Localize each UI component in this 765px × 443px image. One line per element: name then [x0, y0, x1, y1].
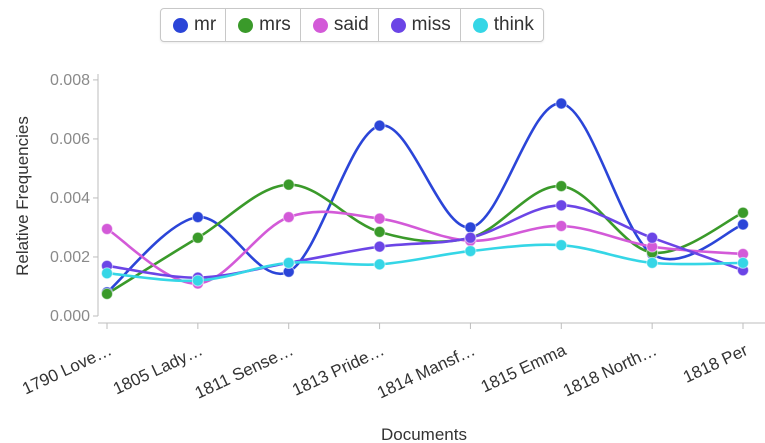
legend-swatch-miss	[390, 17, 406, 33]
data-point-mr[interactable]	[555, 97, 568, 110]
data-point-mr[interactable]	[737, 218, 749, 231]
legend-label-think: think	[493, 14, 534, 35]
data-point-mr[interactable]	[373, 119, 386, 132]
data-point-mr[interactable]	[191, 211, 204, 224]
y-tick-label: 0.004	[50, 190, 90, 207]
data-point-mr[interactable]	[464, 221, 477, 234]
x-tick-label: 1815 Emma	[478, 340, 570, 396]
y-tick-label: 0.002	[50, 249, 90, 266]
legend-item-mr[interactable]: mr	[161, 9, 227, 41]
data-point-think[interactable]	[282, 256, 295, 269]
data-point-mrs[interactable]	[282, 178, 295, 191]
legend-label-said: said	[333, 14, 369, 35]
data-point-miss[interactable]	[464, 231, 477, 244]
x-tick-label: 1805 Lady…	[110, 340, 205, 398]
legend-swatch-said	[312, 17, 328, 33]
legend-swatch-mrs	[238, 17, 254, 33]
x-axis: 1790 Love…1805 Lady…1811 Sense…1813 Prid…	[19, 322, 765, 403]
y-tick-label: 0.006	[50, 131, 90, 148]
data-point-mrs[interactable]	[373, 225, 386, 238]
y-tick-label: 0.008	[50, 72, 90, 89]
legend: mr mrs said miss think	[160, 8, 544, 42]
legend-label-miss: miss	[411, 14, 451, 35]
legend-label-mr: mr	[194, 14, 217, 35]
data-point-said[interactable]	[555, 219, 568, 232]
data-point-mrs[interactable]	[737, 206, 749, 219]
legend-item-said[interactable]: said	[301, 9, 379, 41]
legend-item-mrs[interactable]: mrs	[226, 9, 301, 41]
x-tick-label: 1814 Mansf…	[374, 340, 478, 402]
series-line-mrs	[106, 183, 744, 295]
data-point-think[interactable]	[373, 258, 386, 271]
x-tick-label: 1811 Sense…	[192, 340, 297, 402]
data-point-mrs[interactable]	[101, 287, 113, 300]
data-point-think[interactable]	[737, 256, 749, 269]
data-point-think[interactable]	[646, 256, 659, 269]
data-point-said[interactable]	[101, 222, 113, 235]
x-tick-label: 1818 North…	[560, 340, 660, 400]
y-axis: 0.000 0.002 0.004 0.006 0.008	[50, 72, 99, 325]
data-point-miss[interactable]	[555, 199, 568, 212]
y-axis-title: Relative Frequencies	[13, 116, 32, 276]
legend-swatch-think	[472, 17, 488, 33]
data-point-think[interactable]	[555, 239, 568, 252]
x-tick-label: 1813 Pride…	[289, 340, 387, 399]
data-point-said[interactable]	[282, 211, 295, 224]
data-point-think[interactable]	[101, 267, 113, 280]
legend-swatch-mr	[173, 17, 188, 33]
data-point-said[interactable]	[373, 212, 386, 225]
data-point-think[interactable]	[191, 274, 204, 287]
x-tick-label: 1818 Per	[680, 340, 751, 387]
x-tick-label: 1790 Love…	[19, 340, 114, 398]
legend-item-think[interactable]: think	[461, 9, 543, 41]
data-point-miss[interactable]	[373, 240, 386, 253]
series-line-miss	[106, 204, 744, 279]
data-point-mrs[interactable]	[191, 231, 204, 244]
legend-item-miss[interactable]: miss	[379, 9, 461, 41]
data-point-think[interactable]	[464, 245, 477, 258]
series-line-think	[106, 243, 744, 283]
series-layer	[101, 97, 749, 300]
data-point-mrs[interactable]	[555, 180, 568, 193]
x-axis-title: Documents	[381, 425, 467, 443]
y-tick-label: 0.000	[50, 308, 90, 325]
data-point-miss[interactable]	[646, 231, 659, 244]
legend-label-mrs: mrs	[259, 14, 291, 35]
